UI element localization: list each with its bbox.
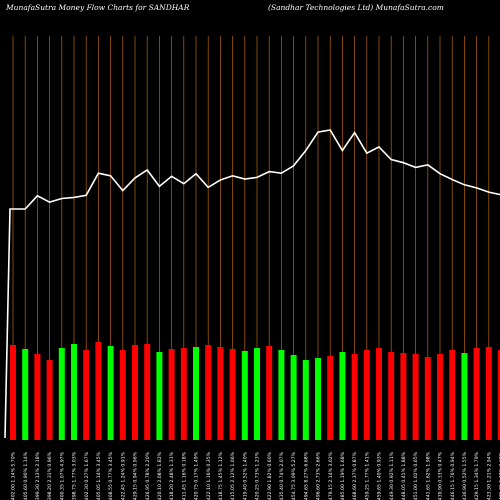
money-flow-bar <box>34 354 41 440</box>
x-tick-label: 422.90 1.82% 0.60% <box>267 451 273 500</box>
money-flow-bar <box>205 345 212 440</box>
x-tick-label: 418.20 2.48% 1.31% <box>169 451 175 500</box>
money-flow-bar <box>278 350 285 440</box>
money-flow-bar <box>388 352 395 440</box>
money-flow-bar <box>119 350 126 440</box>
money-flow-bar <box>363 350 370 440</box>
x-tick-label: 479.15 2.14% 3.02% <box>328 451 334 500</box>
money-flow-bar <box>132 345 138 440</box>
x-tick-label: 435.40 0.74% 2.07% <box>279 451 285 500</box>
money-flow-bar <box>400 353 407 440</box>
x-tick-label: 496.60 2.73% 2.66% <box>316 451 322 500</box>
x-tick-label: 422.45 1.24% 0.91% <box>120 451 126 500</box>
x-tick-label: 398.75 1.77% 3.03% <box>72 451 78 500</box>
money-flow-bar <box>315 358 321 440</box>
money-flow-bar <box>351 354 358 440</box>
x-tick-label: 448.05 0.41% 1.88% <box>401 451 407 500</box>
x-tick-label: 405.60 0.90% 1.14% <box>23 451 29 500</box>
money-flow-bar <box>95 342 102 440</box>
money-flow-bar <box>449 350 456 440</box>
x-tick-label: 426.95 0.78% 2.20% <box>145 451 151 500</box>
x-tick-label: 439.90 0.33% 0.47% <box>438 451 444 500</box>
x-tick-label: 411.45 1.16% 0.18% <box>181 451 187 500</box>
x-tick-label: 420.10 2.08% 1.82% <box>157 451 163 500</box>
x-tick-label: 485.00 1.19% 1.68% <box>340 451 346 500</box>
x-tick-label: 418.75 1.45% 1.12% <box>218 451 224 500</box>
x-tick-label: 429.15 0.94% 0.96% <box>133 451 139 500</box>
money-flow-bar <box>327 356 334 440</box>
x-tick-label: 431.35 1.47% 3.68% <box>499 451 500 500</box>
money-flow-bar <box>168 349 175 440</box>
x-tick-label: 399.30 2.13% 2.18% <box>35 451 41 500</box>
money-flow-bar <box>10 345 16 440</box>
x-axis-labels: 402.00 1.14% 5.70% 405.60 0.90% 1.14% 399.… <box>11 451 500 500</box>
x-tick-label: 454.75 3.09% 5.27% <box>291 451 297 500</box>
chart-subtitle: (Sandhar Technologies Ltd) MunafaSutra.c… <box>268 3 444 12</box>
x-tick-label: 402.00 1.14% 5.70% <box>11 451 17 500</box>
chart-title: MunafaSutra Money Flow Charts for SANDHA… <box>6 3 190 12</box>
x-tick-label: 423.30 1.21% 2.94% <box>486 451 492 500</box>
money-flow-bar <box>22 349 29 440</box>
x-tick-label: 415.05 2.12% 1.06% <box>230 451 236 500</box>
money-flow-bar <box>180 348 187 440</box>
x-tick-label: 420.25 0.73% 1.23% <box>255 451 261 500</box>
money-flow-bar <box>144 344 151 440</box>
x-tick-label: 449.30 0.92% 1.11% <box>389 451 395 500</box>
x-tick-label: 400.35 1.07% 4.97% <box>59 451 65 500</box>
money-flow-bar <box>290 355 297 440</box>
money-flow-bar <box>424 357 431 440</box>
money-flow-bar <box>376 348 382 440</box>
money-flow-bar <box>46 360 53 440</box>
money-flow-bar <box>83 350 90 440</box>
x-tick-label: 419.40 0.52% 1.40% <box>242 451 248 500</box>
x-tick-label: 446.15 1.76% 0.94% <box>450 451 456 500</box>
x-tick-label: 494.65 8.27% 6.68% <box>303 451 309 500</box>
money-flow-bar <box>71 344 77 440</box>
money-flow-bar <box>302 360 309 440</box>
x-tick-label: 459.65 1.40% 0.93% <box>377 451 383 500</box>
x-tick-label: 441.65 1.62% 1.98% <box>425 451 431 500</box>
x-tick-label: 422.10 1.16% 0.35% <box>206 451 212 500</box>
money-flow-bar <box>437 354 443 440</box>
money-flow-bar <box>156 352 163 440</box>
money-flow-bar <box>241 351 248 440</box>
money-flow-bar <box>498 350 500 440</box>
x-tick-label: 402.30 0.27% 1.67% <box>84 451 90 500</box>
x-tick-label: 429.15 1.34% 1.79% <box>474 451 480 500</box>
price-line <box>4 129 500 439</box>
money-flow-bar <box>473 348 480 440</box>
x-tick-label: 398.20 2.31% 0.96% <box>47 451 53 500</box>
x-tick-label: 405.05 1.14% 3.45% <box>96 451 102 500</box>
money-flow-bar <box>107 346 114 440</box>
x-tick-label: 459.25 1.77% 1.41% <box>364 451 370 500</box>
money-flow-bar <box>412 354 419 440</box>
x-tick-label: 408.55 0.77% 3.45% <box>108 451 114 500</box>
x-tick-label: 468.60 2.37% 0.87% <box>352 451 358 500</box>
money-flow-bars <box>10 342 500 440</box>
chart-header: MunafaSutra Money Flow Charts for SANDHA… <box>0 0 500 16</box>
money-flow-bar <box>266 346 273 440</box>
x-tick-label: 420.75 0.17% 1.49% <box>194 451 200 500</box>
x-tick-label: 436.90 0.52% 1.55% <box>462 451 468 500</box>
money-flow-bar <box>193 347 199 440</box>
money-flow-bar <box>339 352 346 440</box>
money-flow-bar <box>254 348 260 440</box>
money-flow-bar <box>485 347 492 440</box>
money-flow-bar <box>229 349 236 440</box>
x-tick-label: 451.00 1.02% 0.65% <box>413 451 419 500</box>
money-flow-bar <box>58 348 65 440</box>
money-flow-bar <box>217 347 224 440</box>
money-flow-bar <box>461 353 468 440</box>
